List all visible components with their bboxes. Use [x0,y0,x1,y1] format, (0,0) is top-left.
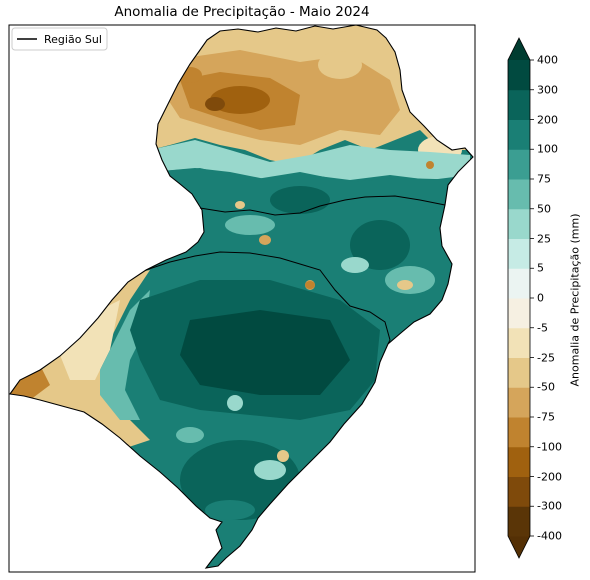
colorbar-tick-label: 25 [537,232,551,245]
colorbar-band [508,357,530,388]
zone-rs-light-3 [254,460,286,480]
zone-sc-dry-spot-4 [235,201,245,209]
zone-sc-dark-1 [270,186,330,214]
colorbar-tick-label: 0 [537,291,544,305]
colorbar-tick-label: -400 [537,529,562,543]
state-border-pr-sc [199,195,446,216]
map-title: Anomalia de Precipitação - Maio 2024 [114,4,370,20]
colorbar-extend-bottom [508,536,530,558]
colorbar-tick-label: 100 [537,142,558,156]
zone-rs-south-light [205,500,255,520]
zone-transition [150,140,470,180]
legend: Região Sul [11,27,108,51]
colorbar-extend-top [508,38,530,60]
colorbar-band [508,446,530,477]
zone-rs-dry-spot-1 [277,450,289,462]
zone-rs-light-2 [176,427,204,443]
colorbar-band [508,387,530,418]
legend-box [11,27,108,51]
colorbar-tick-label: -75 [537,410,555,424]
colorbar-tick-label: 400 [537,53,558,67]
zone-parana-light [318,51,362,79]
colorbar-tick-label: -200 [537,470,562,483]
state-border-sc-rs [145,251,391,345]
colorbar-tick-label: 50 [537,202,551,216]
colorbar-band [508,179,530,210]
zone-rs-darkest [180,310,350,395]
colorbar-tick-label: 200 [537,113,558,126]
colorbar-tick-label: -25 [537,351,555,364]
colorbar-band [508,119,530,150]
zone-sc-dark-2 [350,220,410,270]
colorbar-band [508,327,530,358]
colorbar-band [508,208,530,239]
zone-parana-deficit-2 [205,97,225,111]
zone-sc-light-3 [341,257,369,273]
colorbar-tick-label: 300 [537,83,558,97]
zone-rs-dry-spot-2 [305,281,315,289]
zone-sc-light-1 [225,215,275,235]
zone-sc-dry-spot-5 [426,161,434,169]
colorbar-band [508,89,530,120]
colorbar [507,37,534,559]
colorbar-band [508,476,530,507]
colorbar-tick-label: 75 [537,172,551,186]
colorbar-band [508,268,530,299]
colorbar-band [508,506,530,537]
zone-rs-light-1 [227,395,243,411]
zone-sc-light-2 [385,266,435,294]
colorbar-tick-label: -100 [537,440,562,454]
colorbar-band [508,417,530,448]
colorbar-tick-label: -5 [537,321,548,335]
colorbar-tick-label: 5 [537,261,544,275]
legend-label: Região Sul [44,33,102,46]
colorbar-band [508,149,530,180]
colorbar-tick-label: -300 [537,499,562,513]
colorbar-band [508,298,530,329]
colorbar-band [508,60,530,91]
colorbar-band [508,238,530,269]
zone-parana-deficit-1 [210,86,270,114]
zone-sc-dry-spot-1 [259,235,271,245]
zone-sc-dry-spot-3 [397,280,413,290]
colorbar-tick-label: -50 [537,380,555,394]
